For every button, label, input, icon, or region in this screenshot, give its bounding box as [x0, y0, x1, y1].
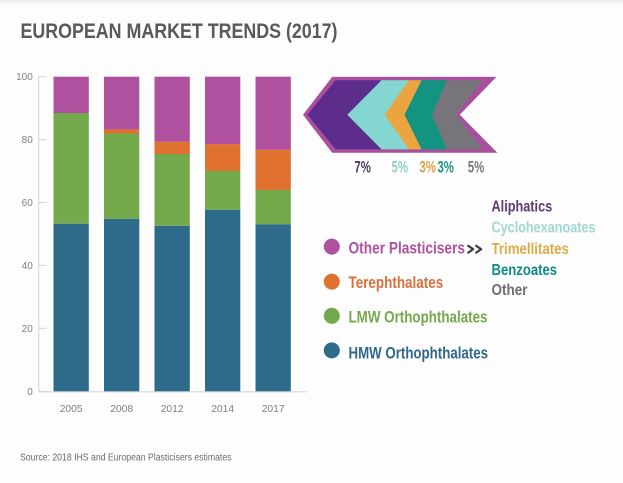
svg-text:3%: 3%: [419, 157, 436, 176]
svg-text:0: 0: [27, 387, 33, 398]
svg-text:Source: 2018 IHS and European: Source: 2018 IHS and European Plasticise…: [20, 453, 232, 464]
svg-text:5%: 5%: [392, 157, 409, 176]
svg-text:Aliphatics: Aliphatics: [492, 199, 553, 216]
svg-text:100: 100: [16, 72, 33, 83]
svg-text:80: 80: [22, 135, 34, 146]
svg-text:3%: 3%: [437, 157, 454, 176]
svg-text:2012: 2012: [161, 403, 184, 415]
svg-text:Terephthalates: Terephthalates: [349, 273, 444, 292]
svg-text:20: 20: [22, 324, 34, 335]
svg-text:2017: 2017: [262, 403, 285, 415]
svg-text:2005: 2005: [60, 403, 83, 415]
svg-text:60: 60: [22, 198, 34, 209]
svg-text:Benzoates: Benzoates: [492, 262, 558, 279]
svg-text:HMW Orthophthalates: HMW Orthophthalates: [349, 343, 489, 362]
svg-text:5%: 5%: [468, 157, 485, 176]
svg-text:7%: 7%: [354, 157, 371, 176]
svg-text:40: 40: [22, 261, 34, 272]
svg-text:2008: 2008: [110, 403, 133, 415]
svg-text:2014: 2014: [211, 403, 234, 415]
svg-text:Cyclohexanoates: Cyclohexanoates: [492, 220, 596, 237]
svg-text:EUROPEAN MARKET TRENDS (2017): EUROPEAN MARKET TRENDS (2017): [21, 20, 338, 43]
svg-text:LMW Orthophthalates: LMW Orthophthalates: [349, 308, 488, 327]
svg-text:Trimellitates: Trimellitates: [492, 241, 569, 258]
svg-text:Other Plasticisers: Other Plasticisers: [349, 239, 466, 258]
svg-text:Other: Other: [492, 282, 528, 299]
